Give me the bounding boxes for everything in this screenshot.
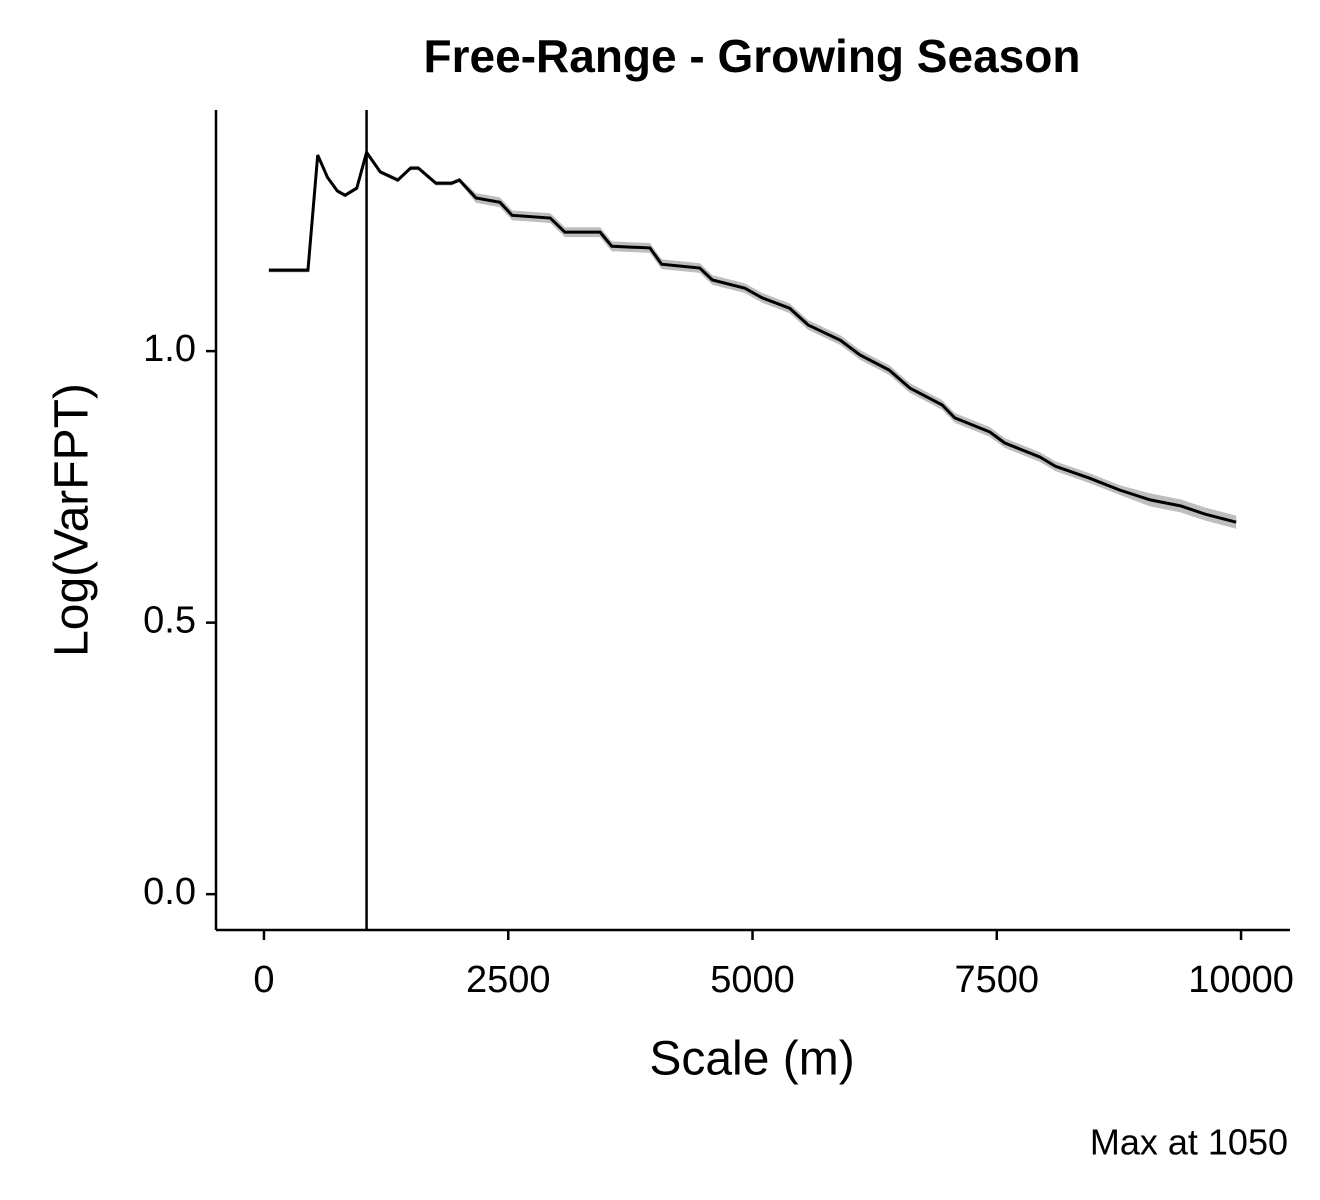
caption: Max at 1050	[1090, 1122, 1288, 1163]
x-tick-label: 7500	[955, 959, 1040, 1001]
confidence-ribbon	[268, 150, 1237, 529]
y-axis-title: Log(VarFPT)	[46, 383, 99, 657]
x-axis-title: Scale (m)	[649, 1033, 854, 1086]
chart-title: Free-Range - Growing Season	[424, 30, 1081, 82]
y-tick-label: 0.0	[143, 871, 196, 913]
x-tick-label: 5000	[710, 959, 795, 1001]
x-tick-label: 2500	[466, 959, 551, 1001]
x-tick-label: 0	[253, 959, 274, 1001]
y-tick-label: 0.5	[143, 600, 196, 642]
y-tick-label: 1.0	[143, 328, 196, 370]
line	[268, 148, 1237, 524]
x-tick-label: 10000	[1188, 959, 1294, 1001]
